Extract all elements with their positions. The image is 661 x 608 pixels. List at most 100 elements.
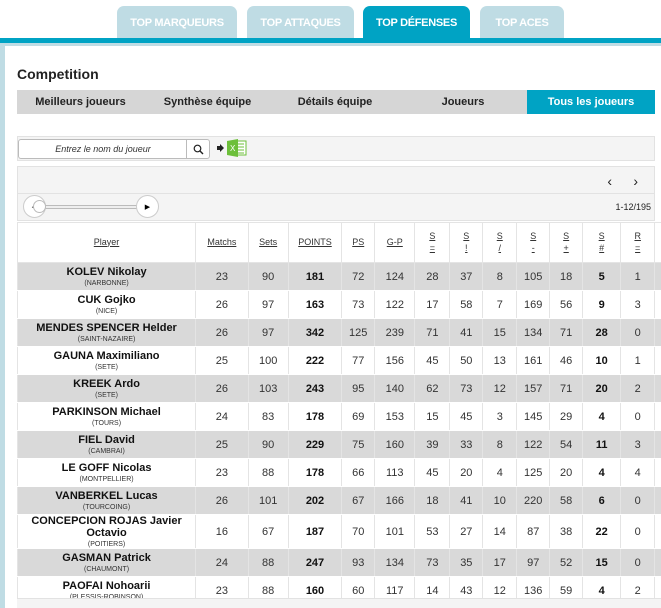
table-row[interactable]: CUK Gojko (NICE) 26 97 163 73 122 17 58 7 169 56 9 31 xyxy=(16,290,661,319)
subnav-meilleurs-joueurs[interactable]: Meilleurs joueurs xyxy=(35,96,126,108)
slider-track[interactable] xyxy=(37,205,147,209)
player-name[interactable]: FIEL David xyxy=(78,434,135,446)
tab-top-aces[interactable]: TOP ACES xyxy=(480,6,564,39)
slider-thumb[interactable] xyxy=(33,200,46,213)
stat-value: 72 xyxy=(352,270,365,283)
stat-value: 178 xyxy=(305,466,325,479)
player-cell[interactable]: CONCEPCION ROJAS Javier Octavio (POITIERS… xyxy=(16,514,196,549)
stat-cell: 28 xyxy=(414,262,450,291)
tab-top-marqueurs[interactable]: TOP MARQUEURS xyxy=(117,6,237,39)
scroll-right-button[interactable]: ▶ xyxy=(136,195,159,218)
stat-value: 101 xyxy=(385,525,404,538)
player-name[interactable]: GAUNA Maximiliano xyxy=(53,350,160,362)
stat-value: 187 xyxy=(305,525,325,538)
player-name[interactable]: CONCEPCION ROJAS Javier Octavio xyxy=(31,515,182,539)
column-header[interactable]: Sets xyxy=(247,222,289,263)
player-search-input[interactable] xyxy=(19,140,187,158)
stat-value: 125 xyxy=(349,326,368,339)
table-row[interactable]: MENDES SPENCER Helder (SAINT-NAZAIRE) 26 97… xyxy=(16,318,661,347)
table-row[interactable]: KREEK Ardo (SETE) 26 103 243 95 140 62 73 12 157 71… xyxy=(16,374,661,403)
player-cell[interactable]: KREEK Ardo (SETE) xyxy=(16,374,196,403)
table-row[interactable]: VANBERKEL Lucas (TOURCOING) 26 101 202 67 166 1… xyxy=(16,486,661,515)
column-header[interactable]: R = xyxy=(620,222,656,263)
table-row[interactable]: GASMAN Patrick (CHAUMONT) 24 88 247 93 134 73 35… xyxy=(16,548,661,577)
stat-cell: 12 xyxy=(482,374,517,403)
table-row[interactable]: GAUNA Maximiliano (SETE) 25 100 222 77 156 45 50… xyxy=(16,346,661,375)
player-name[interactable]: LE GOFF Nicolas xyxy=(61,462,152,474)
column-header[interactable]: S / xyxy=(482,222,518,263)
column-header[interactable]: Matchs xyxy=(195,222,249,263)
players-table: Player Matchs Sets POINTS PS G-P S = S! S / S - S + S # R… xyxy=(16,222,661,605)
stat-cell: 16 xyxy=(195,514,249,549)
column-header[interactable]: PS xyxy=(341,222,376,263)
player-name[interactable]: PAOFAI Nohoarii xyxy=(62,580,151,592)
stat-value: 58 xyxy=(560,494,573,507)
divider xyxy=(18,193,654,194)
tab-top-attaques[interactable]: TOP ATTAQUES xyxy=(247,6,354,39)
table-row[interactable]: PARKINSON Michael (TOURS) 24 83 178 69 153 15 45… xyxy=(16,402,661,431)
search-icon xyxy=(193,144,203,154)
player-cell[interactable]: FIEL David (CAMBRAI) xyxy=(16,430,196,459)
stat-cell: 8 xyxy=(482,430,517,459)
stat-value: 222 xyxy=(305,354,325,367)
subnav-tous-les-joueurs[interactable]: Tous les joueurs xyxy=(527,90,655,114)
column-scroll-slider[interactable]: ◀ ▶ xyxy=(23,195,160,219)
player-name[interactable]: MENDES SPENCER Helder xyxy=(36,322,177,334)
player-name[interactable]: VANBERKEL Lucas xyxy=(55,490,158,502)
stat-cell: 46 xyxy=(549,346,583,375)
column-header[interactable]: Player xyxy=(16,222,197,263)
player-name[interactable]: GASMAN Patrick xyxy=(62,552,151,564)
stat-value: 243 xyxy=(305,382,325,395)
player-name[interactable]: KREEK Ardo xyxy=(73,378,140,390)
prev-page-button[interactable]: ‹ xyxy=(607,173,612,189)
column-header[interactable]: R xyxy=(654,222,661,263)
stat-value: 59 xyxy=(560,584,573,597)
stat-cell: 88 xyxy=(247,458,289,487)
subnav-details-equipe[interactable]: Détails équipe xyxy=(297,96,373,108)
stat-cell: 3 xyxy=(482,402,517,431)
player-cell[interactable]: KOLEV Nikolay (NARBONNE) xyxy=(16,262,196,291)
player-cell[interactable]: CUK Gojko (NICE) xyxy=(16,290,196,319)
stat-cell: 71 xyxy=(549,318,583,347)
player-name[interactable]: PARKINSON Michael xyxy=(52,406,161,418)
player-cell[interactable]: PARKINSON Michael (TOURS) xyxy=(16,402,196,431)
player-cell[interactable]: GAUNA Maximiliano (SETE) xyxy=(16,346,196,375)
page-title: Competition xyxy=(17,66,99,82)
subnav-synthese-equipe[interactable]: Synthèse équipe xyxy=(163,96,252,108)
stat-value: 13 xyxy=(493,354,506,367)
column-header[interactable]: S + xyxy=(549,222,584,263)
subnav-joueurs[interactable]: Joueurs xyxy=(441,96,485,108)
stat-cell: 97 xyxy=(516,548,550,577)
table-row[interactable]: FIEL David (CAMBRAI) 25 90 229 75 160 39 33 8 122 5… xyxy=(16,430,661,459)
stat-value: 73 xyxy=(426,556,439,569)
column-header[interactable]: S! xyxy=(449,222,484,263)
stat-value: 100 xyxy=(258,354,278,367)
player-name[interactable]: KOLEV Nikolay xyxy=(66,266,147,278)
excel-icon: X xyxy=(227,139,247,157)
stat-cell: 45 xyxy=(414,458,450,487)
player-name[interactable]: CUK Gojko xyxy=(77,294,136,306)
table-row[interactable]: CONCEPCION ROJAS Javier Octavio (POITIERS… xyxy=(16,514,661,549)
stat-value: 3 xyxy=(496,410,503,423)
stat-cell: 5 xyxy=(654,548,661,577)
player-cell[interactable]: VANBERKEL Lucas (TOURCOING) xyxy=(16,486,196,515)
tab-top-defenses[interactable]: TOP DÉFENSES xyxy=(363,6,470,39)
table-row[interactable]: KOLEV Nikolay (NARBONNE) 23 90 181 72 124 28 37 8… xyxy=(16,262,661,291)
stat-value: 52 xyxy=(560,556,573,569)
table-row[interactable]: LE GOFF Nicolas (MONTPELLIER) 23 88 178 66 113… xyxy=(16,458,661,487)
stat-cell: 103 xyxy=(247,374,289,403)
search-button[interactable] xyxy=(186,140,209,158)
export-excel-button[interactable]: X xyxy=(217,139,247,157)
player-cell[interactable]: GASMAN Patrick (CHAUMONT) xyxy=(16,548,196,577)
column-header[interactable]: S = xyxy=(414,222,451,263)
stat-value: 153 xyxy=(385,410,404,423)
column-header[interactable]: S # xyxy=(582,222,622,263)
player-cell[interactable]: MENDES SPENCER Helder (SAINT-NAZAIRE) xyxy=(16,318,196,347)
column-header[interactable]: S- xyxy=(516,222,551,263)
next-page-button[interactable]: › xyxy=(633,173,638,189)
stat-value: 37 xyxy=(460,270,473,283)
stat-value: 1 xyxy=(634,354,641,367)
column-header[interactable]: POINTS xyxy=(287,222,343,263)
player-cell[interactable]: LE GOFF Nicolas (MONTPELLIER) xyxy=(16,458,196,487)
column-header[interactable]: G-P xyxy=(374,222,416,263)
